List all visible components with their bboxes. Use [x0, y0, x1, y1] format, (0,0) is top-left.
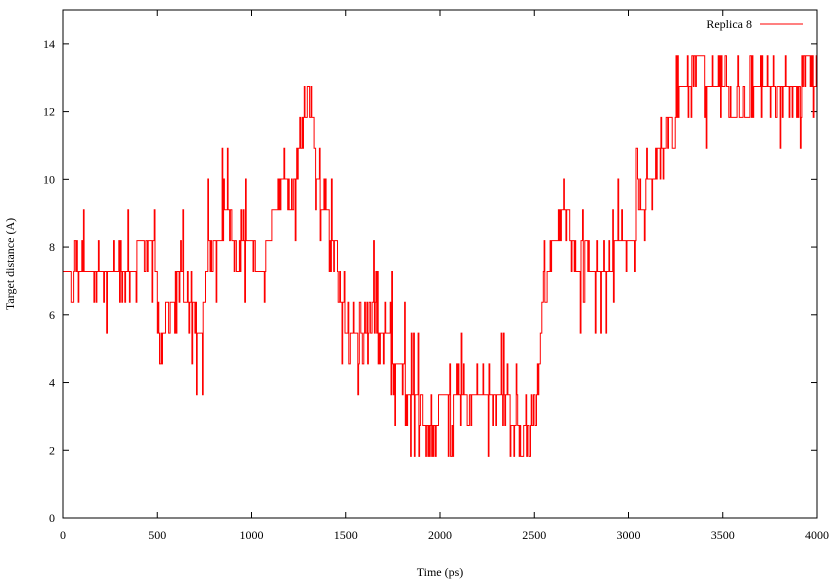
x-tick-label: 3500	[711, 528, 735, 542]
plot-frame	[62, 9, 818, 519]
legend: Replica 8	[706, 17, 803, 31]
x-tick-label: 3000	[617, 528, 641, 542]
x-tick-label: 0	[60, 528, 66, 542]
legend-label-replica-8: Replica 8	[706, 17, 752, 31]
y-tick-label: 12	[43, 105, 55, 119]
x-tick-label: 4000	[805, 528, 829, 542]
y-axis-title: Target distance (A)	[3, 218, 17, 310]
plot-area	[63, 55, 818, 457]
y-tick-label: 2	[49, 443, 55, 457]
y-tick-label: 14	[43, 37, 55, 51]
series-line-replica-8	[63, 55, 818, 457]
y-tick-label: 6	[49, 308, 55, 322]
x-tick-label: 1000	[240, 528, 264, 542]
y-axis-title-group: Target distance (A)	[3, 218, 17, 310]
x-tick-label: 1500	[334, 528, 358, 542]
x-tick-label: 2500	[522, 528, 546, 542]
y-tick-label: 10	[43, 172, 55, 186]
y-tick-label: 0	[49, 511, 55, 525]
y-tick-label: 4	[49, 376, 55, 390]
x-tick-label: 2000	[428, 528, 452, 542]
y-tick-label: 8	[49, 240, 55, 254]
x-axis-title: Time (ps)	[417, 565, 464, 579]
x-tick-label: 500	[148, 528, 166, 542]
tick-group: 0 500 1000 1500 2000 2500 3000 3500 4000 0 2 4 6 8 10 1…	[43, 10, 829, 542]
